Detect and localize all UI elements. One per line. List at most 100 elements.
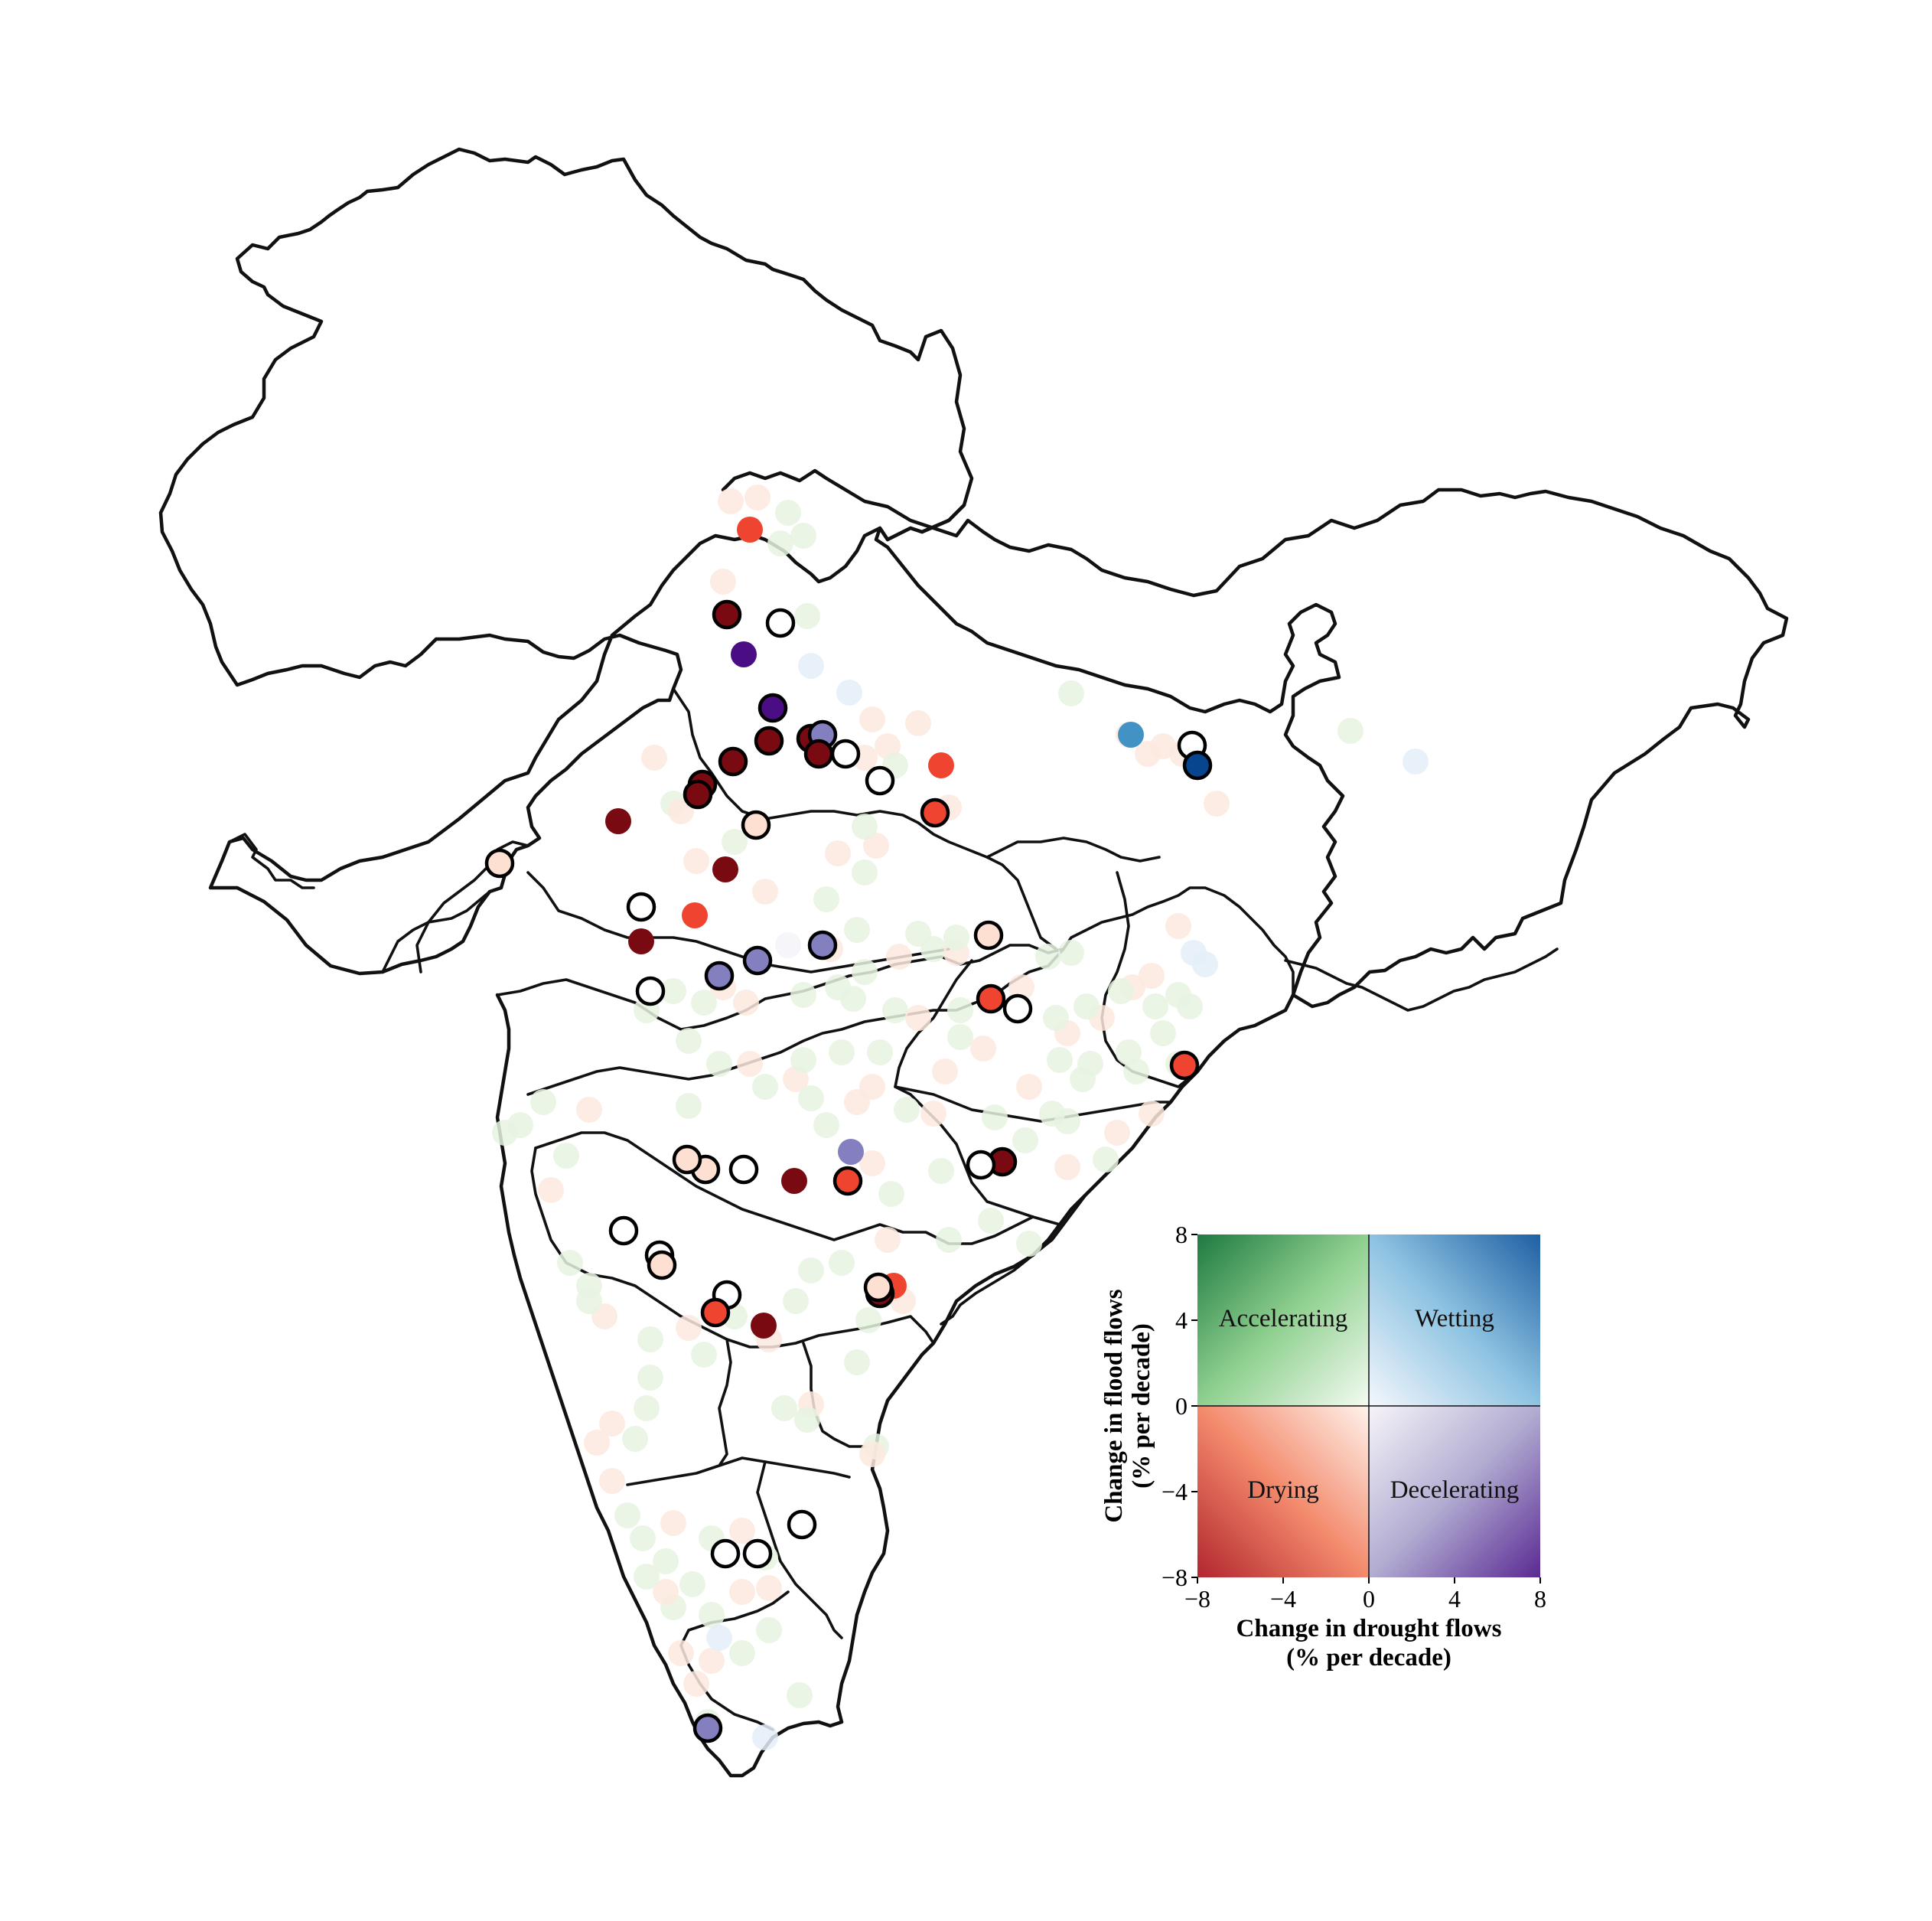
station-marker-nonsignificant xyxy=(829,1039,855,1065)
luni-outline xyxy=(415,840,529,974)
station-marker-nonsignificant xyxy=(905,1005,931,1031)
station-marker-nonsignificant xyxy=(771,1395,797,1421)
station-marker-nonsignificant xyxy=(630,1525,656,1551)
station-marker xyxy=(712,856,738,882)
station-marker-nonsignificant xyxy=(798,1085,824,1111)
x-tick-label: −4 xyxy=(1270,1585,1296,1613)
station-marker-nonsignificant xyxy=(576,1288,602,1314)
narmada-basin-outline xyxy=(496,944,1065,1031)
station-marker-nonsignificant xyxy=(576,1097,602,1123)
legend-quadrant-wetting xyxy=(1369,1234,1540,1406)
station-marker-nonsignificant xyxy=(691,990,717,1016)
station-marker-nonsignificant xyxy=(783,1288,809,1314)
legend-y-ticks: 8 4 0 −4 −8 xyxy=(1161,1221,1197,1591)
station-marker-nonsignificant xyxy=(737,1051,763,1077)
station-marker-nonsignificant xyxy=(1204,791,1230,817)
station-marker-significant xyxy=(757,693,788,723)
station-marker-nonsignificant xyxy=(943,925,969,951)
station-marker-nonsignificant xyxy=(859,1441,885,1467)
mahanadi-south-outline xyxy=(894,1085,1172,1123)
station-marker-nonsignificant xyxy=(798,653,824,679)
station-marker-nonsignificant xyxy=(882,997,908,1023)
station-marker-significant xyxy=(635,976,666,1006)
station-marker-nonsignificant xyxy=(852,959,878,985)
x-tick-label: 4 xyxy=(1448,1585,1461,1613)
station-marker-nonsignificant xyxy=(1093,1146,1119,1172)
station-marker-significant xyxy=(807,930,838,961)
bivariate-legend: Accelerating Wetting Drying Decelerating… xyxy=(1100,1221,1546,1671)
station-marker-nonsignificant xyxy=(1012,1127,1038,1153)
x-axis-title-line2: (% per decade) xyxy=(1286,1644,1451,1671)
quadrant-label-drying: Drying xyxy=(1247,1476,1319,1504)
station-marker-nonsignificant xyxy=(660,978,686,1004)
station-marker-nonsignificant xyxy=(553,1143,579,1169)
station-marker-nonsignificant xyxy=(599,1468,625,1494)
station-marker xyxy=(628,928,654,954)
station-marker-nonsignificant xyxy=(706,1625,732,1651)
station-marker-nonsignificant xyxy=(1016,1231,1042,1257)
station-marker-nonsignificant xyxy=(886,944,912,970)
station-marker-significant xyxy=(692,1713,723,1743)
son-outline xyxy=(986,837,1161,951)
mahi-sabarmati-outline xyxy=(526,871,950,974)
station-marker-nonsignificant xyxy=(947,1024,973,1050)
station-marker-nonsignificant xyxy=(982,1104,1008,1130)
station-marker-nonsignificant xyxy=(790,1047,816,1073)
station-marker-nonsignificant xyxy=(530,1089,556,1115)
station-marker xyxy=(928,752,954,778)
station-marker-nonsignificant xyxy=(1139,1101,1165,1127)
station-marker-significant xyxy=(700,1297,731,1328)
station-marker-nonsignificant xyxy=(744,484,771,510)
station-marker-nonsignificant xyxy=(752,879,778,905)
station-marker-nonsignificant xyxy=(875,1227,901,1253)
station-marker-nonsignificant xyxy=(676,1315,702,1341)
station-marker-nonsignificant xyxy=(928,1158,954,1184)
station-marker-significant xyxy=(765,608,796,638)
station-marker-nonsignificant xyxy=(1074,993,1100,1019)
station-marker-significant xyxy=(742,945,773,976)
station-marker-nonsignificant xyxy=(557,1250,583,1276)
station-marker-nonsignificant xyxy=(775,932,801,958)
y-tick-label: 0 xyxy=(1175,1392,1188,1420)
station-marker-nonsignificant xyxy=(852,814,878,840)
basin-boundaries xyxy=(158,147,1789,1778)
station-marker-significant xyxy=(1169,1050,1200,1081)
station-marker-nonsignificant xyxy=(1008,974,1034,1000)
legend-quadrant-decelerating xyxy=(1369,1406,1540,1577)
station-marker-nonsignificant xyxy=(787,1682,813,1708)
station-marker-nonsignificant xyxy=(878,1181,904,1207)
station-marker-nonsignificant xyxy=(492,1120,518,1146)
station-marker-significant xyxy=(712,599,742,630)
station-marker-nonsignificant xyxy=(1108,978,1134,1004)
x-tick-label: 8 xyxy=(1534,1585,1546,1613)
station-marker-nonsignificant xyxy=(637,1326,663,1352)
station-marker-nonsignificant xyxy=(710,569,736,595)
station-marker-nonsignificant xyxy=(1192,951,1218,977)
station-marker-significant xyxy=(973,920,1004,951)
station-marker-significant xyxy=(484,848,515,879)
station-marker-nonsignificant xyxy=(947,997,973,1023)
station-marker-nonsignificant xyxy=(679,1571,705,1597)
station-marker-nonsignificant xyxy=(634,1564,660,1590)
station-marker-nonsignificant xyxy=(1043,1005,1069,1031)
station-marker-nonsignificant xyxy=(706,1051,732,1077)
station-marker-nonsignificant xyxy=(867,1039,893,1065)
station-marker-nonsignificant xyxy=(825,974,851,1000)
station-marker-significant xyxy=(718,746,748,777)
mahanadi-basin-outline xyxy=(1062,886,1295,996)
station-marker-nonsignificant xyxy=(1116,1039,1142,1065)
station-marker-nonsignificant xyxy=(932,1058,958,1084)
station-marker-significant xyxy=(741,810,771,840)
station-marker-nonsignificant xyxy=(752,1074,778,1100)
station-marker-nonsignificant xyxy=(894,1097,920,1123)
station-marker-nonsignificant xyxy=(676,1093,702,1119)
station-marker-nonsignificant xyxy=(794,1407,820,1433)
station-marker-significant xyxy=(704,961,735,991)
station-marker-nonsignificant xyxy=(970,1036,996,1062)
station-marker-significant xyxy=(647,1250,677,1280)
y-tick-label: −4 xyxy=(1161,1478,1188,1505)
chambal-outline xyxy=(672,687,989,859)
station-marker-nonsignificant xyxy=(683,848,709,874)
station-marker-nonsignificant xyxy=(1016,1074,1042,1100)
